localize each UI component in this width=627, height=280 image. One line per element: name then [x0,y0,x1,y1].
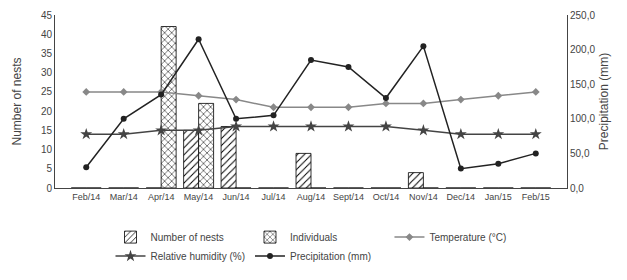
svg-text:Feb/15: Feb/15 [522,192,550,202]
svg-text:10: 10 [41,144,53,155]
svg-text:Nov/14: Nov/14 [409,192,438,202]
svg-text:0,0: 0,0 [570,183,584,194]
svg-text:Jul/14: Jul/14 [262,192,286,202]
svg-text:Mar/14: Mar/14 [110,192,138,202]
svg-text:0: 0 [46,183,52,194]
svg-text:45: 45 [41,10,53,21]
svg-text:150,0: 150,0 [570,79,595,90]
svg-text:Relative humidity (%): Relative humidity (%) [151,251,245,262]
svg-text:35: 35 [41,48,53,59]
svg-text:50,0: 50,0 [570,148,590,159]
svg-text:Sept/14: Sept/14 [333,192,364,202]
svg-text:Apr/14: Apr/14 [148,192,175,202]
svg-text:Number of nests: Number of nests [151,232,224,243]
svg-text:Number of nests: Number of nests [10,57,24,145]
svg-text:Temperature (°C): Temperature (°C) [429,232,506,243]
svg-text:20: 20 [41,106,53,117]
svg-text:Precipitation (mm): Precipitation (mm) [597,53,611,150]
svg-text:Precipitation (mm): Precipitation (mm) [290,251,371,262]
svg-text:Oct/14: Oct/14 [373,192,400,202]
svg-text:Feb/14: Feb/14 [72,192,100,202]
svg-text:Aug/14: Aug/14 [297,192,326,202]
svg-text:Jan/15: Jan/15 [485,192,512,202]
svg-text:100,0: 100,0 [570,113,595,124]
svg-text:250,0: 250,0 [570,10,595,21]
svg-text:5: 5 [46,163,52,174]
svg-text:Individuals: Individuals [290,232,337,243]
svg-text:15: 15 [41,125,53,136]
svg-text:May/14: May/14 [184,192,214,202]
svg-text:Dec/14: Dec/14 [447,192,476,202]
svg-text:25: 25 [41,86,53,97]
svg-text:200,0: 200,0 [570,44,595,55]
svg-text:40: 40 [41,29,53,40]
svg-text:30: 30 [41,67,53,78]
svg-text:Jun/14: Jun/14 [223,192,250,202]
